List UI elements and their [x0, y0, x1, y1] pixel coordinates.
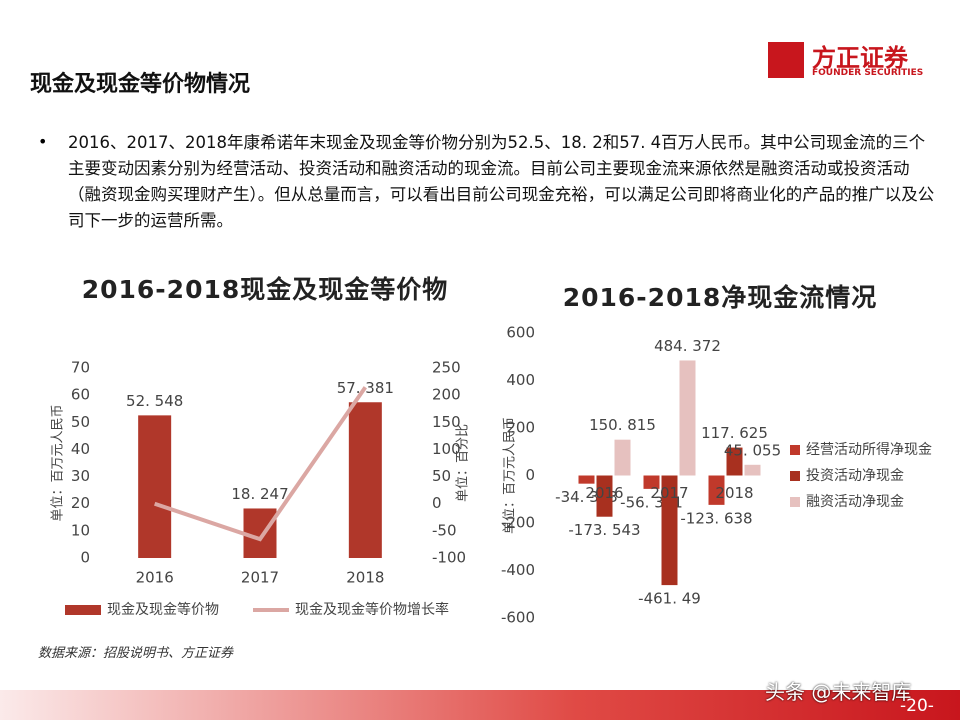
- y-tick-label: 0: [80, 549, 90, 567]
- bar: [708, 475, 725, 505]
- line: [154, 386, 367, 542]
- bullet-text: 2016、2017、2018年康希诺年末现金及现金等价物分别为52.5、18. …: [68, 133, 935, 230]
- page-number: -20-: [900, 696, 934, 716]
- y2-tick-label: 50: [432, 467, 451, 485]
- y2-tick-label: 0: [432, 494, 442, 512]
- y2-axis-label: 单位：百分比: [456, 424, 471, 502]
- value-label: 117. 625: [701, 424, 768, 442]
- bar: [596, 475, 613, 517]
- y-tick-label: -600: [501, 609, 535, 627]
- bar: [614, 439, 631, 476]
- y2-tick-label: 250: [432, 359, 461, 377]
- legend-label: 经营活动所得净现金: [806, 441, 932, 458]
- y2-tick-label: -100: [432, 549, 466, 567]
- value-label: 484. 372: [654, 337, 721, 355]
- bar: [726, 447, 743, 476]
- y-tick-label: 200: [506, 419, 535, 437]
- y-tick-label: 50: [71, 413, 90, 431]
- legend-label: 融资活动净现金: [806, 494, 904, 510]
- y-axis-label: 单位：百万元人民币: [503, 417, 518, 534]
- y2-tick-label: 200: [432, 386, 461, 404]
- logo-mark: [768, 42, 804, 78]
- y-tick-label: 70: [71, 359, 90, 377]
- bar: [744, 464, 761, 476]
- slide-title: 现金及现金等价物情况: [30, 72, 251, 97]
- y-tick-label: 30: [71, 467, 90, 485]
- logo-sub: FOUNDER SECURITIES: [812, 68, 924, 78]
- legend-label: 现金及现金等价物增长率: [295, 601, 449, 618]
- legend-swatch: [790, 445, 800, 455]
- x-tick-label: 2017: [650, 484, 688, 502]
- y-tick-label: 400: [506, 371, 535, 389]
- legend-label: 投资活动净现金: [806, 468, 904, 484]
- chart-title: 2016-2018净现金流情况: [562, 283, 878, 312]
- value-label: -173. 543: [568, 521, 640, 539]
- value-label: 45. 055: [724, 441, 781, 459]
- bar: [138, 415, 172, 558]
- bar: [348, 402, 382, 558]
- x-tick-label: 2017: [241, 569, 279, 587]
- y2-tick-label: -50: [432, 521, 457, 539]
- bar: [578, 475, 595, 484]
- bar: [661, 475, 678, 586]
- value-label: -123. 638: [680, 509, 752, 527]
- x-tick-label: 2016: [585, 484, 623, 502]
- chart-title: 2016-2018现金及现金等价物: [81, 275, 449, 304]
- y-tick-label: -200: [501, 514, 535, 532]
- bar: [243, 508, 277, 558]
- y2-tick-label: 100: [432, 440, 461, 458]
- y-tick-label: 60: [71, 386, 90, 404]
- y-tick-label: 0: [525, 466, 535, 484]
- legend-swatch: [790, 497, 800, 507]
- source: 数据来源：招股说明书、方正证券: [38, 646, 234, 661]
- legend-swatch: [790, 471, 800, 481]
- y-tick-label: 10: [71, 521, 90, 539]
- bar: [643, 475, 660, 489]
- value-label: 18. 247: [231, 485, 288, 503]
- y-tick-label: 600: [506, 324, 535, 342]
- y-tick-label: -400: [501, 561, 535, 579]
- x-tick-label: 2018: [346, 569, 384, 587]
- y-tick-label: 20: [71, 494, 90, 512]
- bar: [679, 360, 696, 476]
- bullet-dot: •: [38, 132, 48, 151]
- y-tick-label: 40: [71, 440, 90, 458]
- y2-tick-label: 150: [432, 413, 461, 431]
- value-label: 52. 548: [126, 392, 183, 410]
- x-tick-label: 2018: [715, 484, 753, 502]
- value-label: 150. 815: [589, 416, 656, 434]
- y-axis-label: 单位：百万元人民币: [51, 404, 66, 521]
- footer-bar: [0, 690, 960, 720]
- watermark: 头条 @未来智库: [765, 680, 912, 704]
- value-label: -461. 49: [638, 590, 701, 608]
- x-tick-label: 2016: [136, 569, 174, 587]
- legend-swatch: [65, 605, 101, 615]
- legend-label: 现金及现金等价物: [107, 601, 219, 618]
- logo-name: 方正证券: [812, 44, 908, 72]
